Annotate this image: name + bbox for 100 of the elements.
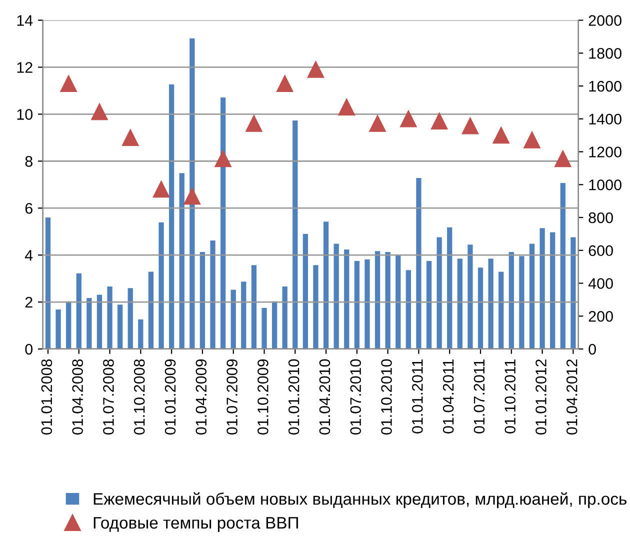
y-tick-label: 0 xyxy=(25,344,33,355)
point xyxy=(369,115,386,132)
y2-tick-label: 0 xyxy=(588,344,596,355)
bar xyxy=(468,244,473,349)
x-tick-label: 01.07.2008 xyxy=(103,359,114,435)
legend-label: Ежемесячный объем новых выданных кредитов, млрд.юаней, пр.ось xyxy=(94,492,627,508)
bar xyxy=(519,256,524,349)
x-tick-label: 01.04.2012 xyxy=(566,359,578,435)
bar xyxy=(385,252,390,349)
bar xyxy=(200,252,206,349)
bar xyxy=(45,217,51,349)
bar xyxy=(96,294,102,349)
x-tick-label: 01.07.2010 xyxy=(350,359,362,435)
x-tick-label: 01.01.2008 xyxy=(41,359,52,435)
x-tick-label: 01.07.2011 xyxy=(474,359,485,434)
bar xyxy=(148,272,154,349)
bar xyxy=(56,310,61,349)
y2-tick-label: 1600 xyxy=(589,80,622,92)
bar xyxy=(570,237,576,349)
y2-tick-label: 1200 xyxy=(589,146,622,158)
bar xyxy=(302,234,308,349)
bar xyxy=(128,288,133,349)
x-tick-label: 01.10.2009 xyxy=(258,359,268,435)
point xyxy=(492,126,510,144)
bar xyxy=(364,259,370,349)
bar xyxy=(374,251,380,349)
bar xyxy=(354,261,360,349)
y2-tick-label: 1800 xyxy=(589,48,622,59)
y-tick-label: 8 xyxy=(25,156,32,167)
y-tick-label: 2 xyxy=(25,296,32,308)
bar xyxy=(508,252,514,349)
point xyxy=(60,75,77,92)
bar xyxy=(529,244,535,349)
x-tick-label: 01.10.2008 xyxy=(134,359,145,435)
bar xyxy=(168,84,174,349)
point xyxy=(400,110,417,128)
x-tick-label: 01.01.2010 xyxy=(288,359,300,435)
bar xyxy=(210,240,216,349)
y2-tick-label: 1000 xyxy=(589,179,622,190)
bar xyxy=(118,304,123,349)
bar xyxy=(107,286,112,349)
point xyxy=(462,118,479,134)
x-tick-label: 01.10.2010 xyxy=(381,359,392,435)
bar xyxy=(190,38,195,349)
y-tick-label: 4 xyxy=(24,250,33,261)
bar xyxy=(292,120,298,349)
y-tick-label: 10 xyxy=(17,109,33,120)
bar xyxy=(436,237,442,349)
bar xyxy=(179,173,184,349)
bar xyxy=(560,182,566,349)
bar xyxy=(488,258,494,349)
bar xyxy=(262,308,267,349)
bar xyxy=(550,232,556,349)
point xyxy=(338,98,355,116)
y2-tick-label: 400 xyxy=(588,278,613,289)
bar xyxy=(396,255,401,349)
bar xyxy=(138,319,144,349)
bar xyxy=(158,222,164,349)
bar xyxy=(66,301,72,349)
x-tick-label: 01.01.2009 xyxy=(164,359,176,435)
y-tick-label: 14 xyxy=(17,15,33,26)
bar xyxy=(478,268,484,349)
bar xyxy=(426,261,432,349)
y2-tick-label: 800 xyxy=(588,212,613,224)
point xyxy=(524,132,540,148)
bar xyxy=(230,290,236,349)
x-tick-label: 01.04.2010 xyxy=(319,359,330,435)
bar xyxy=(86,298,92,349)
y-tick-label: 6 xyxy=(25,202,32,214)
x-tick-label: 01.04.2008 xyxy=(72,359,83,435)
point xyxy=(430,112,448,130)
bar xyxy=(76,273,82,349)
x-tick-label: 01.07.2009 xyxy=(226,359,238,435)
point xyxy=(122,129,139,146)
x-tick-label: 01.10.2011 xyxy=(504,359,516,434)
bar xyxy=(540,228,545,349)
point xyxy=(91,103,108,120)
bar xyxy=(457,258,462,349)
point xyxy=(276,75,294,92)
x-tick-label: 01.04.2009 xyxy=(196,359,207,435)
x-tick-label: 01.01.2011 xyxy=(412,359,423,434)
legend-label: Годовые темпы роста ВВП xyxy=(94,517,298,532)
bar xyxy=(282,286,288,349)
bar xyxy=(241,282,246,349)
x-tick-label: 01.04.2011 xyxy=(442,359,454,434)
bar xyxy=(344,250,350,349)
bar xyxy=(498,272,504,349)
bar xyxy=(416,178,422,349)
y2-tick-label: 600 xyxy=(588,245,613,256)
bar xyxy=(251,265,257,349)
point xyxy=(307,61,324,78)
point xyxy=(554,150,572,168)
bar xyxy=(323,222,329,349)
bar xyxy=(313,265,318,349)
y-tick-label: 12 xyxy=(17,62,32,73)
bar xyxy=(334,244,339,349)
y2-tick-label: 200 xyxy=(588,310,613,322)
point xyxy=(184,188,200,205)
point xyxy=(214,150,232,168)
point xyxy=(246,115,262,132)
